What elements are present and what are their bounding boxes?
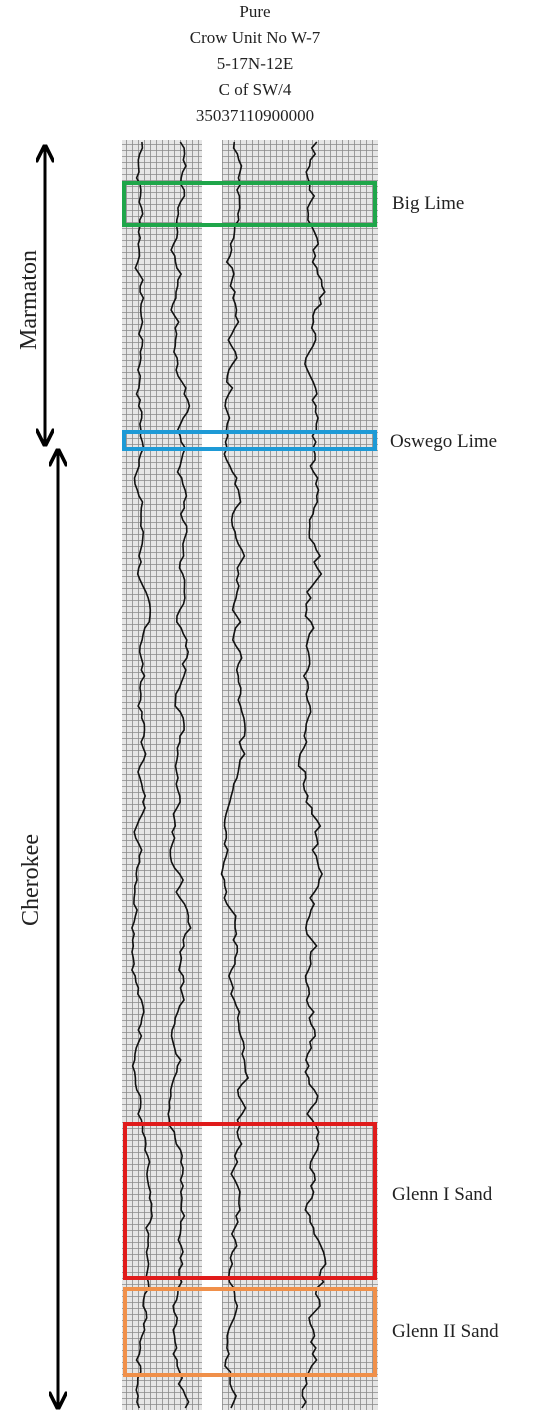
well-log-figure: Pure Crow Unit No W-7 5-17N-12E C of SW/… [0,0,548,1416]
header-line: C of SW/4 [219,80,292,99]
header-line: Pure [239,2,270,21]
header-line: 5-17N-12E [217,54,293,73]
log-grid [122,140,378,1410]
header-line: 35037110900000 [196,106,314,125]
header-line: Crow Unit No W-7 [190,28,321,47]
zone-label: Oswego Lime [390,431,497,452]
formation-label: Marmaton [16,250,42,350]
page: Pure Crow Unit No W-7 5-17N-12E C of SW/… [0,0,548,1416]
formation-label: Cherokee [18,834,44,926]
depth-track [202,140,222,1410]
zone-label: Glenn I Sand [392,1184,493,1205]
zone-label: Big Lime [392,193,464,214]
zone-label: Glenn II Sand [392,1321,499,1342]
